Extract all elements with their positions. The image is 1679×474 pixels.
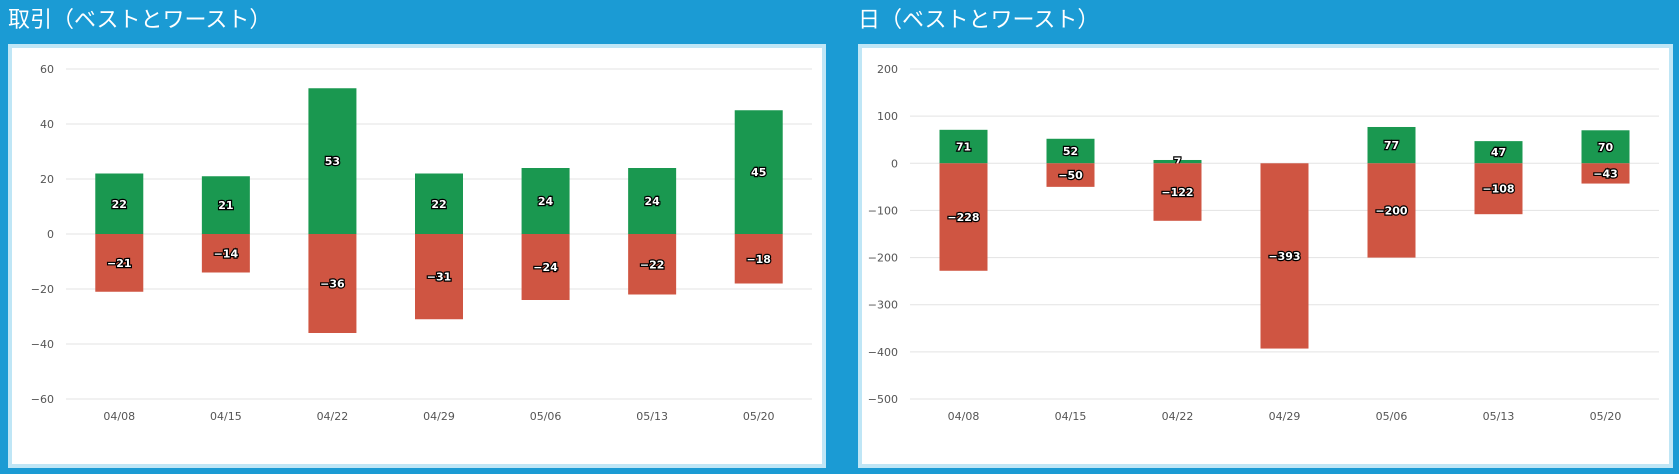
data-label: 71 bbox=[956, 141, 971, 154]
bar-best bbox=[415, 173, 463, 234]
bar-worst bbox=[95, 234, 144, 292]
data-label: −108 bbox=[1482, 183, 1514, 196]
chart-card-trades: 60 40 20 0 −20 −40 −60 22 21 53 22 24 24 45 −21 −14 −36 −… bbox=[8, 44, 826, 468]
data-label: −122 bbox=[1161, 186, 1193, 199]
x-tick-label: 04/08 bbox=[948, 410, 980, 423]
bar-best bbox=[628, 168, 677, 234]
bar-worst bbox=[201, 234, 250, 273]
bar-best bbox=[939, 129, 988, 164]
y-tick-label: −20 bbox=[31, 283, 54, 296]
x-tick-label: 04/29 bbox=[423, 410, 455, 423]
y-tick-label: 40 bbox=[40, 118, 54, 131]
data-label: −393 bbox=[1268, 250, 1300, 263]
bar-worst bbox=[1367, 163, 1416, 258]
x-tick-label: 04/15 bbox=[210, 410, 242, 423]
data-label: −200 bbox=[1375, 204, 1408, 217]
bar-best bbox=[308, 88, 357, 234]
x-tick-label: 04/22 bbox=[317, 410, 349, 423]
y-tick-label: −60 bbox=[31, 393, 54, 406]
y-tick-label: 20 bbox=[40, 173, 54, 186]
bar-worst bbox=[939, 163, 988, 271]
data-label: 77 bbox=[1384, 139, 1399, 152]
data-label: 22 bbox=[431, 198, 446, 211]
data-label: 24 bbox=[644, 195, 660, 208]
data-label: 24 bbox=[538, 195, 554, 208]
y-tick-label: −40 bbox=[31, 338, 54, 351]
bar-best bbox=[201, 176, 250, 234]
data-label: −14 bbox=[214, 247, 239, 260]
data-label: 7 bbox=[1174, 156, 1182, 169]
data-label: 22 bbox=[112, 198, 127, 211]
data-label: 21 bbox=[218, 199, 233, 212]
bar-best bbox=[1046, 138, 1095, 164]
y-tick-label: 200 bbox=[877, 63, 898, 76]
y-tick-label: −300 bbox=[868, 299, 898, 312]
bar-worst bbox=[628, 234, 677, 295]
bar-best bbox=[1474, 141, 1523, 164]
x-tick-label: 04/15 bbox=[1055, 410, 1087, 423]
data-label: 53 bbox=[325, 155, 340, 168]
x-tick-label: 05/20 bbox=[1590, 410, 1622, 423]
x-tick-label: 05/13 bbox=[1483, 410, 1515, 423]
bar-worst bbox=[1153, 163, 1202, 221]
data-label: 47 bbox=[1491, 146, 1506, 159]
bar-worst bbox=[1474, 163, 1523, 215]
data-label: 70 bbox=[1598, 141, 1614, 154]
bar-worst bbox=[415, 234, 463, 320]
chart-title-trades: 取引（ベストとワースト） bbox=[8, 8, 272, 33]
data-label: −228 bbox=[947, 211, 979, 224]
bar-best bbox=[734, 110, 783, 234]
bar-best bbox=[95, 173, 144, 234]
data-label: −36 bbox=[320, 278, 345, 291]
y-tick-label: −500 bbox=[868, 393, 898, 406]
y-tick-label: −400 bbox=[868, 346, 898, 359]
y-tick-label: 0 bbox=[891, 157, 898, 170]
bar-worst bbox=[521, 234, 570, 300]
x-tick-label: 04/08 bbox=[103, 410, 135, 423]
data-label: −50 bbox=[1058, 169, 1083, 182]
data-label: 45 bbox=[751, 166, 766, 179]
y-tick-label: −200 bbox=[868, 252, 898, 265]
bar-worst bbox=[734, 234, 783, 284]
x-tick-label: 04/22 bbox=[1162, 410, 1194, 423]
chart-title-days: 日（ベストとワースト） bbox=[858, 8, 1100, 33]
y-tick-label: 0 bbox=[47, 228, 54, 241]
data-label: −43 bbox=[1593, 167, 1618, 180]
x-tick-label: 05/06 bbox=[530, 410, 562, 423]
bar-best bbox=[521, 168, 570, 234]
data-label: −31 bbox=[427, 271, 452, 284]
bar-worst bbox=[1581, 163, 1630, 184]
x-tick-label: 05/06 bbox=[1376, 410, 1408, 423]
chart-card-days: 200 100 0 −100 −200 −300 −400 −500 71 52 7 77 47 70 −2… bbox=[858, 44, 1673, 468]
data-label: 52 bbox=[1063, 145, 1078, 158]
bar-best bbox=[1153, 159, 1202, 164]
y-tick-label: 100 bbox=[877, 110, 898, 123]
bar-worst bbox=[1260, 163, 1309, 349]
x-tick-label: 05/13 bbox=[636, 410, 668, 423]
data-label: −24 bbox=[533, 261, 558, 274]
chart-trades: 60 40 20 0 −20 −40 −60 22 21 53 22 24 24 45 −21 −14 −36 −… bbox=[31, 63, 812, 423]
data-label: −21 bbox=[107, 257, 132, 270]
bar-worst bbox=[308, 234, 357, 333]
y-tick-label: 60 bbox=[40, 63, 54, 76]
bar-worst bbox=[1046, 163, 1095, 187]
y-tick-label: −100 bbox=[868, 204, 898, 217]
bar-best bbox=[1367, 126, 1416, 164]
bar-best bbox=[1581, 130, 1630, 164]
x-tick-label: 05/20 bbox=[743, 410, 775, 423]
x-tick-label: 04/29 bbox=[1269, 410, 1301, 423]
data-label: −22 bbox=[640, 258, 665, 271]
data-label: −18 bbox=[746, 253, 771, 266]
